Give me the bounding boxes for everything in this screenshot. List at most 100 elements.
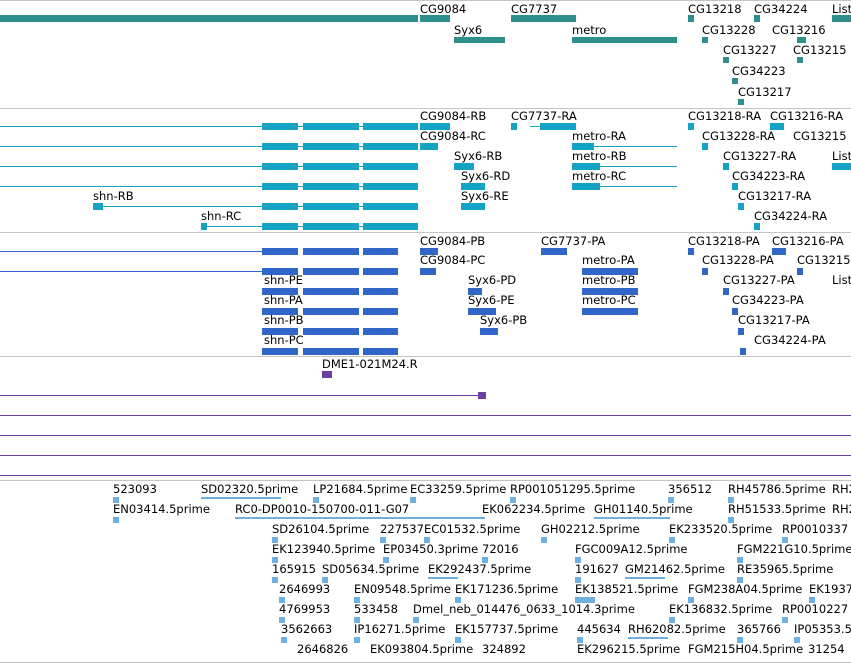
genes-feature[interactable] [420, 15, 450, 22]
clones-intron-line[interactable] [0, 415, 851, 416]
ests-feature-label[interactable]: 2646993 [279, 582, 331, 596]
ests-feature-label[interactable]: GH01140.5prime [594, 502, 693, 516]
ests-feature[interactable] [669, 537, 675, 543]
clones-feature[interactable] [478, 392, 486, 399]
genes-feature-label[interactable]: CG13227 [723, 43, 777, 57]
genes-feature[interactable] [797, 37, 806, 43]
proteins-feature[interactable] [262, 268, 298, 275]
ests-feature-label[interactable]: EK171236.5prime [455, 582, 559, 596]
clones-intron-line[interactable] [0, 455, 851, 456]
genes-feature[interactable] [0, 15, 418, 22]
transcripts-feature-label[interactable]: shn-RC [201, 209, 242, 223]
proteins-feature-label[interactable]: shn-PB [264, 313, 304, 327]
genes-feature-label[interactable]: CG13218 [688, 2, 742, 16]
ests-feature[interactable] [413, 617, 419, 623]
ests-feature-label[interactable]: 31254 [808, 642, 845, 656]
ests-feature[interactable] [281, 637, 287, 643]
ests-feature[interactable] [688, 597, 694, 603]
transcripts-feature[interactable] [262, 163, 298, 170]
proteins-feature[interactable] [702, 268, 708, 275]
clones-intron-line[interactable] [0, 435, 851, 436]
ests-feature[interactable] [575, 557, 581, 563]
ests-feature-label[interactable]: 2646826 [297, 642, 349, 656]
genes-feature[interactable] [511, 15, 576, 22]
transcripts-feature[interactable] [303, 163, 359, 170]
transcripts-feature-label[interactable]: CG7737-RA [511, 109, 577, 123]
ests-feature[interactable] [728, 517, 734, 523]
ests-feature[interactable] [794, 637, 800, 643]
transcripts-intron-line[interactable] [0, 146, 418, 147]
proteins-feature[interactable] [303, 328, 359, 335]
proteins-feature-label[interactable]: CG13217-PA [738, 313, 810, 327]
proteins-feature[interactable] [363, 308, 398, 315]
transcripts-feature-label[interactable]: CG9084-RC [420, 129, 486, 143]
transcripts-feature[interactable] [420, 143, 438, 150]
ests-feature-label[interactable]: 356512 [668, 482, 712, 496]
transcripts-feature[interactable] [303, 223, 359, 230]
genes-feature[interactable] [732, 78, 738, 84]
ests-feature-label[interactable]: RH45786.5prime [728, 482, 826, 496]
ests-feature-label[interactable]: RH62082.5prime [628, 622, 726, 636]
transcripts-intron-line[interactable] [572, 186, 677, 187]
ests-feature[interactable] [113, 517, 119, 523]
genes-feature-label[interactable]: CG9084 [420, 2, 467, 16]
ests-feature-label[interactable]: 72016 [482, 542, 519, 556]
proteins-feature-label[interactable]: List [832, 273, 851, 287]
ests-feature-label[interactable]: EK138521.5prime [575, 582, 679, 596]
transcripts-feature-label[interactable]: CG13215 [793, 129, 847, 143]
proteins-feature[interactable] [363, 268, 398, 275]
ests-feature[interactable] [577, 637, 583, 643]
proteins-feature[interactable] [738, 328, 744, 335]
proteins-feature-label[interactable]: Syx6-PD [468, 273, 517, 287]
ests-feature-label[interactable]: RH2 [832, 482, 851, 496]
proteins-feature[interactable] [303, 308, 359, 315]
ests-feature-label[interactable]: IP16271.5prime [354, 622, 446, 636]
transcripts-feature[interactable] [572, 163, 600, 170]
ests-feature[interactable] [575, 577, 581, 583]
transcripts-feature-label[interactable]: Syx6-RE [461, 189, 509, 203]
transcripts-feature[interactable] [754, 223, 760, 230]
ests-feature[interactable] [354, 637, 360, 643]
ests-feature[interactable] [510, 497, 516, 503]
proteins-feature[interactable] [262, 328, 298, 335]
ests-feature[interactable] [272, 537, 278, 543]
proteins-feature[interactable] [363, 248, 398, 255]
genes-feature-label[interactable]: CG7737 [511, 2, 558, 16]
proteins-feature-label[interactable]: CG13215 [797, 253, 851, 267]
ests-feature[interactable] [669, 617, 675, 623]
transcripts-feature-label[interactable]: Syx6-RB [454, 149, 503, 163]
ests-feature-label[interactable]: EK1937 [809, 582, 851, 596]
ests-feature[interactable] [737, 637, 743, 643]
proteins-feature[interactable] [582, 288, 638, 295]
genes-feature-label[interactable]: CG13216 [772, 23, 826, 37]
ests-feature-label[interactable]: 191627 [575, 562, 619, 576]
transcripts-feature[interactable] [303, 203, 359, 210]
transcripts-feature-label[interactable]: CG13218-RA [688, 109, 762, 123]
ests-feature[interactable] [313, 497, 319, 503]
ests-feature-label[interactable]: IP05353.5 [794, 622, 851, 636]
transcripts-feature[interactable] [461, 203, 485, 210]
ests-feature-label[interactable]: 533458 [354, 602, 398, 616]
ests-feature[interactable] [541, 537, 547, 543]
proteins-feature[interactable] [732, 308, 738, 315]
genes-feature[interactable] [723, 57, 729, 63]
transcripts-feature[interactable] [363, 123, 418, 130]
ests-feature-label[interactable]: RC0-DP0010-150700-011-G07 [235, 502, 410, 516]
transcripts-feature[interactable] [262, 223, 298, 230]
ests-feature-label[interactable]: 4769953 [279, 602, 331, 616]
ests-feature-label[interactable]: RP001051295.5prime [510, 482, 636, 496]
transcripts-feature[interactable] [572, 183, 600, 190]
transcripts-feature[interactable] [732, 183, 738, 190]
ests-feature[interactable] [279, 597, 285, 603]
transcripts-intron-line[interactable] [0, 186, 418, 187]
transcripts-feature[interactable] [201, 223, 207, 230]
transcripts-intron-line[interactable] [572, 166, 677, 167]
genes-feature[interactable] [688, 15, 694, 22]
ests-feature-label[interactable]: LP21684.5prime [313, 482, 408, 496]
ests-feature-label[interactable]: EK233520.5prime [669, 522, 773, 536]
transcripts-feature-label[interactable]: CG13227-RA [723, 149, 797, 163]
proteins-feature[interactable] [303, 268, 359, 275]
proteins-feature-label[interactable]: Syx6-PE [468, 293, 515, 307]
ests-feature-label[interactable]: RP0010337 [782, 522, 849, 536]
clones-feature-label[interactable]: DME1-021M24.R [322, 357, 418, 371]
